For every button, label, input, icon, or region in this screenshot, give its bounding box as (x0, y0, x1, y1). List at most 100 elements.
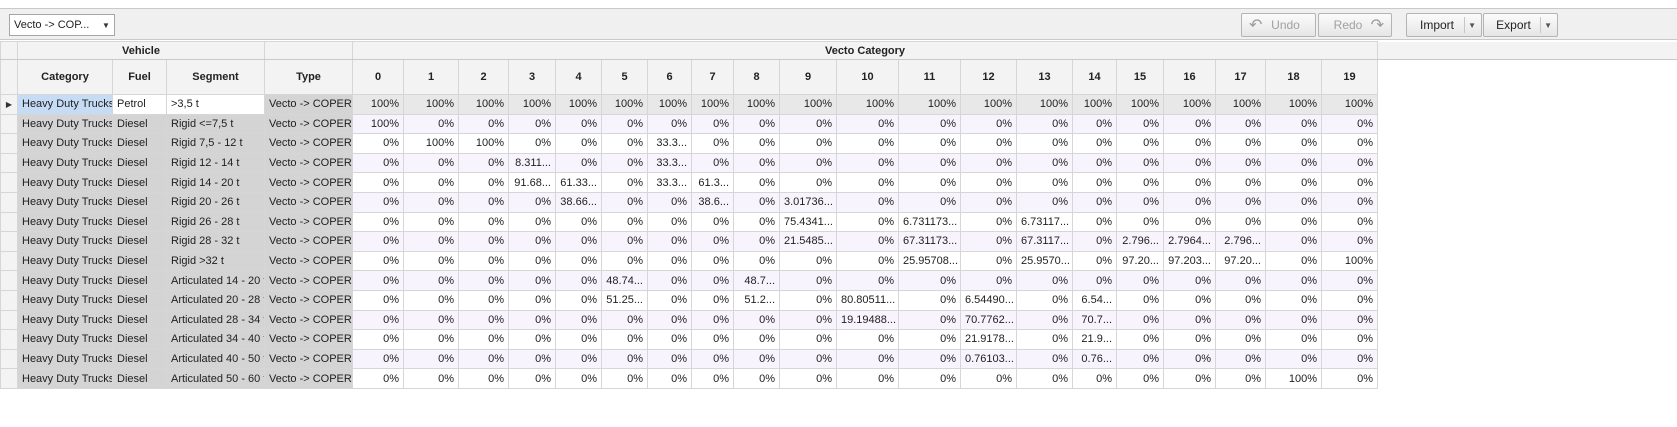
cell-vecto-19[interactable]: 0% (1320, 309, 1379, 331)
cell-vecto-17[interactable]: 100% (1215, 94, 1266, 115)
cell-segment[interactable]: Rigid 20 - 26 t (166, 191, 265, 213)
column-header-vecto-7[interactable]: 7 (691, 59, 734, 95)
cell-fuel[interactable]: Diesel (112, 270, 167, 291)
cell-vecto-4[interactable]: 38.66... (555, 191, 602, 213)
cell-vecto-12[interactable]: 0% (960, 152, 1017, 174)
cell-vecto-3[interactable]: 0% (508, 289, 556, 311)
cell-vecto-12[interactable]: 0% (960, 270, 1017, 291)
cell-fuel[interactable]: Diesel (112, 309, 167, 331)
cell-vecto-19[interactable]: 0% (1320, 270, 1379, 291)
cell-vecto-8[interactable]: 0% (733, 231, 780, 252)
cell-vecto-0[interactable]: 0% (352, 172, 404, 193)
row-indicator[interactable] (0, 270, 18, 291)
cell-vecto-6[interactable]: 0% (647, 368, 692, 389)
cell-vecto-11[interactable]: 0% (898, 270, 961, 291)
row-indicator[interactable] (0, 231, 18, 252)
cell-type[interactable]: Vecto -> COPERT (264, 309, 353, 331)
cell-vecto-4[interactable]: 61.33... (555, 172, 602, 193)
cell-vecto-16[interactable]: 100% (1163, 94, 1216, 115)
cell-vecto-1[interactable]: 0% (403, 289, 459, 311)
cell-vecto-13[interactable]: 0% (1016, 172, 1073, 193)
cell-vecto-2[interactable]: 100% (458, 133, 509, 154)
cell-vecto-14[interactable]: 0% (1072, 211, 1117, 233)
cell-vecto-18[interactable]: 100% (1265, 368, 1322, 389)
cell-vecto-14[interactable]: 0% (1072, 368, 1117, 389)
cell-vecto-18[interactable]: 0% (1265, 329, 1322, 350)
cell-vecto-10[interactable]: 0% (836, 211, 899, 233)
cell-vecto-10[interactable]: 0% (836, 231, 899, 252)
cell-vecto-19[interactable]: 0% (1320, 133, 1379, 154)
export-button[interactable]: Export ▼ (1483, 13, 1558, 37)
row-indicator[interactable] (0, 289, 18, 311)
cell-category[interactable]: Heavy Duty Trucks (17, 270, 113, 291)
cell-vecto-6[interactable]: 0% (647, 270, 692, 291)
cell-vecto-5[interactable]: 48.74... (601, 270, 648, 291)
cell-vecto-8[interactable]: 0% (733, 172, 780, 193)
cell-fuel[interactable]: Petrol (112, 94, 167, 115)
row-indicator[interactable] (0, 329, 18, 350)
cell-vecto-13[interactable]: 0% (1016, 191, 1073, 213)
column-header-vecto-1[interactable]: 1 (403, 59, 459, 95)
row-indicator[interactable] (0, 309, 18, 331)
cell-vecto-14[interactable]: 0% (1072, 172, 1117, 193)
cell-vecto-0[interactable]: 0% (352, 231, 404, 252)
cell-type[interactable]: Vecto -> COPERT (264, 368, 353, 389)
cell-vecto-2[interactable]: 0% (458, 309, 509, 331)
column-header-vecto-16[interactable]: 16 (1163, 59, 1216, 95)
cell-vecto-17[interactable]: 0% (1215, 211, 1266, 233)
cell-vecto-0[interactable]: 0% (352, 211, 404, 233)
cell-vecto-12[interactable]: 70.7762... (960, 309, 1017, 331)
cell-category[interactable]: Heavy Duty Trucks (17, 113, 113, 135)
cell-vecto-6[interactable]: 0% (647, 289, 692, 311)
cell-vecto-7[interactable]: 100% (691, 94, 734, 115)
cell-vecto-9[interactable]: 0% (779, 270, 837, 291)
row-indicator[interactable] (0, 250, 18, 272)
chevron-down-icon[interactable]: ▼ (102, 20, 110, 30)
cell-vecto-4[interactable]: 0% (555, 329, 602, 350)
column-header-vecto-19[interactable]: 19 (1320, 59, 1379, 95)
cell-vecto-2[interactable]: 0% (458, 211, 509, 233)
column-header-vecto-10[interactable]: 10 (836, 59, 899, 95)
cell-vecto-3[interactable]: 0% (508, 191, 556, 213)
cell-vecto-14[interactable]: 70.7... (1072, 309, 1117, 331)
cell-vecto-5[interactable]: 0% (601, 152, 648, 174)
cell-type[interactable]: Vecto -> COPERT (264, 211, 353, 233)
cell-vecto-12[interactable]: 0% (960, 231, 1017, 252)
cell-vecto-2[interactable]: 0% (458, 368, 509, 389)
cell-vecto-1[interactable]: 0% (403, 329, 459, 350)
cell-vecto-0[interactable]: 100% (352, 113, 404, 135)
cell-vecto-19[interactable]: 0% (1320, 348, 1379, 370)
cell-vecto-13[interactable]: 0% (1016, 309, 1073, 331)
cell-vecto-11[interactable]: 67.31173... (898, 231, 961, 252)
cell-vecto-19[interactable]: 0% (1320, 329, 1379, 350)
cell-type[interactable]: Vecto -> COPERT (264, 289, 353, 311)
cell-vecto-13[interactable]: 0% (1016, 348, 1073, 370)
cell-vecto-9[interactable]: 0% (779, 250, 837, 272)
column-header-vecto-12[interactable]: 12 (960, 59, 1017, 95)
cell-vecto-19[interactable]: 0% (1320, 211, 1379, 233)
cell-vecto-2[interactable]: 0% (458, 348, 509, 370)
cell-vecto-7[interactable]: 0% (691, 211, 734, 233)
cell-vecto-16[interactable]: 0% (1163, 191, 1216, 213)
cell-vecto-16[interactable]: 0% (1163, 152, 1216, 174)
cell-vecto-3[interactable]: 0% (508, 211, 556, 233)
cell-vecto-11[interactable]: 0% (898, 113, 961, 135)
cell-vecto-13[interactable]: 0% (1016, 368, 1073, 389)
column-header-vecto-4[interactable]: 4 (555, 59, 602, 95)
cell-vecto-3[interactable]: 0% (508, 231, 556, 252)
cell-fuel[interactable]: Diesel (112, 113, 167, 135)
cell-vecto-10[interactable]: 80.80511... (836, 289, 899, 311)
cell-category[interactable]: Heavy Duty Trucks (17, 329, 113, 350)
cell-vecto-2[interactable]: 0% (458, 329, 509, 350)
cell-vecto-0[interactable]: 0% (352, 289, 404, 311)
cell-vecto-8[interactable]: 0% (733, 250, 780, 272)
cell-vecto-14[interactable]: 0% (1072, 133, 1117, 154)
cell-vecto-16[interactable]: 0% (1163, 270, 1216, 291)
column-header-vecto-18[interactable]: 18 (1265, 59, 1322, 95)
cell-vecto-6[interactable]: 0% (647, 191, 692, 213)
cell-vecto-5[interactable]: 0% (601, 191, 648, 213)
cell-vecto-3[interactable]: 8.311... (508, 152, 556, 174)
cell-vecto-13[interactable]: 6.73117... (1016, 211, 1073, 233)
cell-vecto-13[interactable]: 0% (1016, 133, 1073, 154)
cell-vecto-7[interactable]: 61.3... (691, 172, 734, 193)
